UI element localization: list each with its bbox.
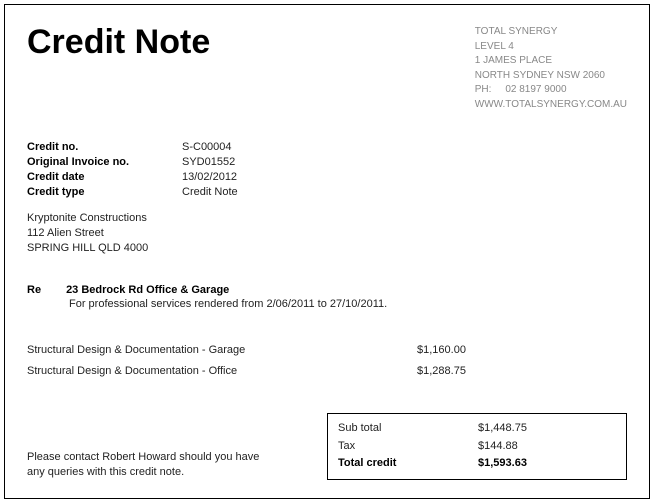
total-label: Total credit [338,455,478,473]
re-block: Re 23 Bedrock Rd Office & Garage For pro… [27,284,627,310]
document-title: Credit Note [27,23,210,62]
subtotal-row: Sub total $1,448.75 [338,420,616,438]
line-desc: Structural Design & Documentation - Gara… [27,340,417,361]
header: Credit Note TOTAL SYNERGY LEVEL 4 1 JAME… [27,23,627,112]
orig-inv-value: SYD01552 [182,155,235,170]
phone-value: 02 8197 9000 [505,84,566,95]
tax-value: $144.88 [478,438,518,456]
total-row: Total credit $1,593.63 [338,455,616,473]
company-phone: PH: 02 8197 9000 [475,83,627,98]
company-addr3: NORTH SYDNEY NSW 2060 [475,69,627,84]
phone-label: PH: [475,84,492,95]
contact-note: Please contact Robert Howard should you … [27,450,277,480]
client-name: Kryptonite Constructions [27,211,627,226]
client-addr2: SPRING HILL QLD 4000 [27,241,627,256]
meta-orig-inv: Original Invoice no. SYD01552 [27,155,627,170]
credit-no-value: S-C00004 [182,140,232,155]
company-name: TOTAL SYNERGY [475,25,627,40]
totals-box: Sub total $1,448.75 Tax $144.88 Total cr… [327,413,627,480]
company-web: WWW.TOTALSYNERGY.COM.AU [475,98,627,113]
client-block: Kryptonite Constructions 112 Alien Stree… [27,211,627,256]
credit-no-label: Credit no. [27,140,182,155]
re-subject: 23 Bedrock Rd Office & Garage [66,284,229,296]
credit-note-document: Credit Note TOTAL SYNERGY LEVEL 4 1 JAME… [4,4,650,499]
line-amount: $1,160.00 [417,340,517,361]
orig-inv-label: Original Invoice no. [27,155,182,170]
line-item: Structural Design & Documentation - Gara… [27,340,627,361]
line-amount: $1,288.75 [417,361,517,382]
subtotal-value: $1,448.75 [478,420,527,438]
line-items: Structural Design & Documentation - Gara… [27,340,627,382]
total-value: $1,593.63 [478,455,527,473]
meta-credit-type: Credit type Credit Note [27,185,627,200]
credit-type-value: Credit Note [182,185,238,200]
client-addr1: 112 Alien Street [27,226,627,241]
tax-row: Tax $144.88 [338,438,616,456]
re-row: Re 23 Bedrock Rd Office & Garage [27,284,627,296]
subtotal-label: Sub total [338,420,478,438]
meta-block: Credit no. S-C00004 Original Invoice no.… [27,140,627,199]
re-desc: For professional services rendered from … [69,298,627,310]
re-label: Re [27,284,63,296]
company-addr2: 1 JAMES PLACE [475,54,627,69]
credit-type-label: Credit type [27,185,182,200]
meta-credit-no: Credit no. S-C00004 [27,140,627,155]
credit-date-value: 13/02/2012 [182,170,237,185]
line-item: Structural Design & Documentation - Offi… [27,361,627,382]
company-block: TOTAL SYNERGY LEVEL 4 1 JAMES PLACE NORT… [475,25,627,112]
credit-date-label: Credit date [27,170,182,185]
tax-label: Tax [338,438,478,456]
company-addr1: LEVEL 4 [475,40,627,55]
meta-credit-date: Credit date 13/02/2012 [27,170,627,185]
footer: Please contact Robert Howard should you … [27,413,627,480]
line-desc: Structural Design & Documentation - Offi… [27,361,417,382]
